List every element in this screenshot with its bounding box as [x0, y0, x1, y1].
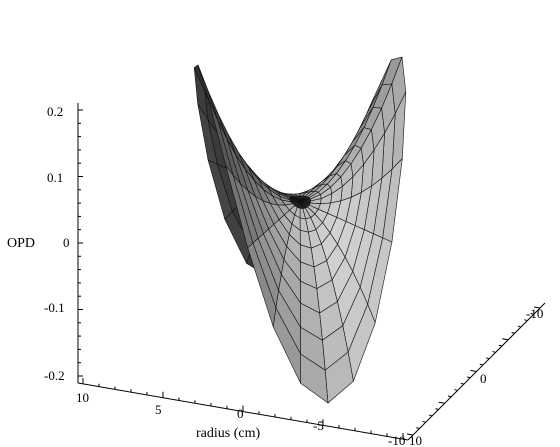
y-axis-tick [479, 363, 484, 366]
z-tick-label-0.2: 0.2 [47, 104, 63, 119]
x-tick-label-5: 5 [155, 402, 162, 417]
x-tick-label-0: 0 [237, 406, 244, 421]
surface-facet [225, 165, 254, 249]
y-axis-tick [428, 414, 433, 417]
surface [193, 56, 407, 404]
y-axis-tick [486, 357, 490, 360]
y-axis-tick [533, 306, 541, 309]
z-tick-label--0.2: -0.2 [44, 368, 65, 383]
y-tick-label--10: -10 [526, 306, 543, 321]
y-axis-tick [492, 350, 496, 353]
z-axis-title: OPD [7, 236, 35, 251]
y-axis-tick [524, 319, 528, 322]
y-axis-tick [454, 389, 458, 392]
x-tick-label--5: -5 [313, 418, 324, 433]
z-tick-label--0.1: -0.1 [44, 300, 65, 315]
y-axis-tick [438, 401, 445, 404]
axis-ticks [78, 109, 541, 439]
z-tick-label-0.1: 0.1 [47, 170, 63, 185]
y-axis-tick [530, 312, 534, 315]
y-tick-label-0: 0 [480, 371, 487, 386]
y-axis-tick [416, 427, 420, 430]
y-axis-tick [466, 376, 471, 379]
y-axis-tick [406, 433, 414, 436]
y-axis-tick [422, 420, 426, 423]
y-axis-tick [502, 338, 509, 341]
y-axis-tick [435, 408, 439, 411]
y-axis-tick [460, 382, 464, 385]
y-axis-tick [511, 331, 515, 334]
x-tick-label-10: 10 [76, 390, 89, 405]
y-axis-tick [517, 325, 522, 328]
y-axis-tick [470, 370, 477, 372]
y-axis-tick [498, 344, 503, 347]
y-axis-tick [447, 395, 452, 398]
z-tick-label-0: 0 [63, 235, 70, 250]
x-tick-label--10: -10 [388, 433, 405, 447]
y-tick-label-10: 10 [409, 433, 422, 447]
x-axis-title: radius (cm) [196, 426, 260, 441]
